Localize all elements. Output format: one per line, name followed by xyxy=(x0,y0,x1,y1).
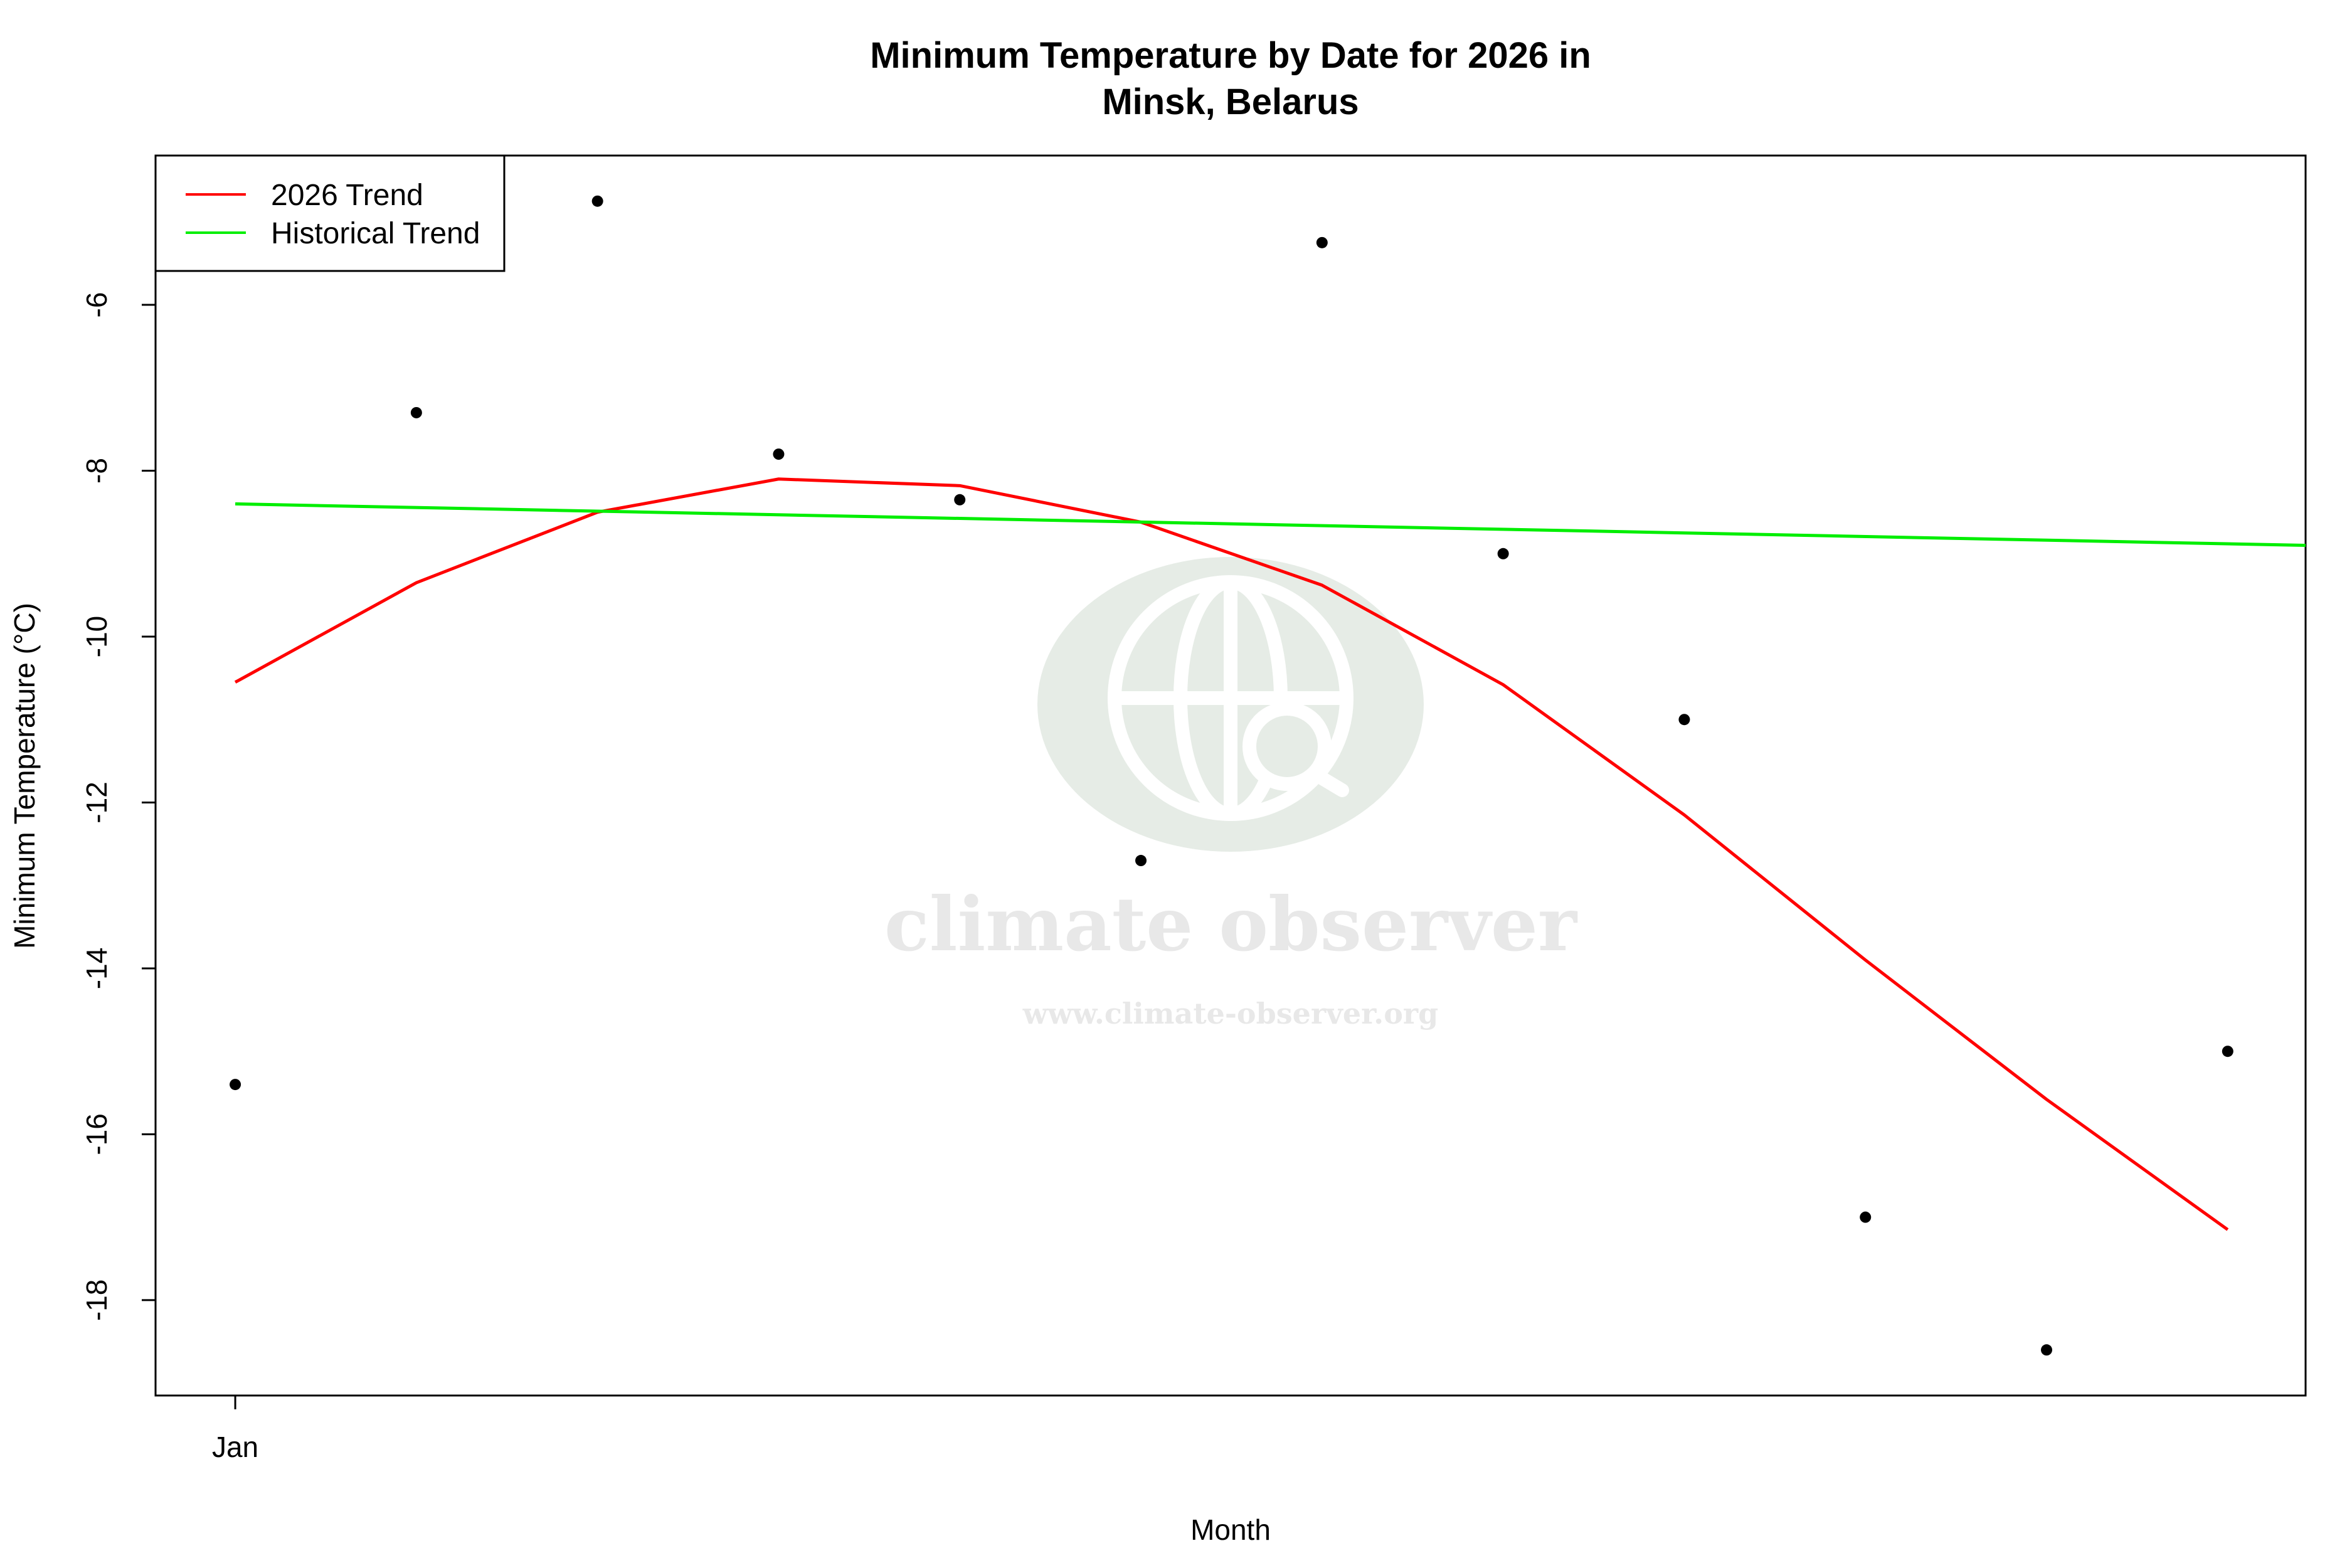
globe-search-icon xyxy=(1108,575,1353,821)
plot-frame xyxy=(154,154,2307,1397)
data-point xyxy=(410,406,422,418)
data-point xyxy=(2222,1046,2233,1057)
series-line-2026-trend xyxy=(234,477,2229,1231)
data-point xyxy=(1497,548,1509,559)
watermark-name: climate observer xyxy=(884,881,1578,968)
chart-title: Minimum Temperature by Date for 2026 in xyxy=(870,35,1591,76)
series-layer xyxy=(230,195,2306,1356)
legend-label-historical-trend: Historical Trend xyxy=(271,217,480,250)
x-axis: Jan xyxy=(212,1396,258,1463)
legend-label-2026-trend: 2026 Trend xyxy=(271,179,423,212)
data-point xyxy=(230,1079,241,1091)
data-point xyxy=(1678,714,1690,726)
y-tick-label: -10 xyxy=(80,616,113,657)
x-axis-label: Month xyxy=(1190,1513,1271,1546)
data-point xyxy=(2041,1344,2053,1356)
x-tick-label: Jan xyxy=(212,1431,258,1463)
legend: 2026 Trend Historical Trend xyxy=(154,154,506,272)
watermark-url: www.climate-observer.org xyxy=(1022,997,1439,1030)
y-tick-label: -8 xyxy=(80,458,113,484)
watermark: climate observer www.climate-observer.or… xyxy=(884,557,1578,1030)
y-tick-label: -18 xyxy=(80,1279,113,1321)
data-point xyxy=(954,494,966,506)
y-axis: -18 -16 -14 -12 -10 -8 -6 xyxy=(80,292,156,1321)
data-point xyxy=(1860,1211,1872,1223)
y-tick-label: -12 xyxy=(80,781,113,823)
y-axis-label: Minimum Temperature (°C) xyxy=(8,603,41,949)
y-tick-label: -6 xyxy=(80,292,113,318)
data-point xyxy=(591,195,603,207)
series-line-historical-trend xyxy=(235,502,2306,548)
data-point xyxy=(1316,236,1328,248)
chart-subtitle: Minsk, Belarus xyxy=(1102,82,1359,122)
y-tick-label: -14 xyxy=(80,948,113,989)
data-point xyxy=(773,448,785,460)
y-tick-label: -16 xyxy=(80,1113,113,1155)
data-point xyxy=(1135,855,1147,867)
legend-box xyxy=(154,154,506,272)
